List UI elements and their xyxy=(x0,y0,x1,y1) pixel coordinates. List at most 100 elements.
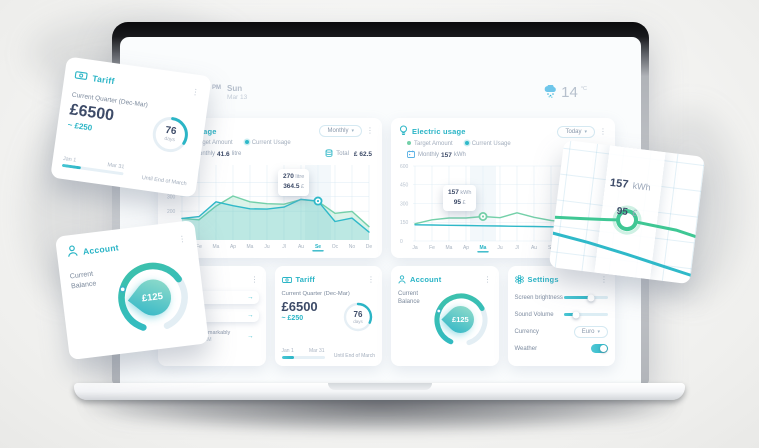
account-menu[interactable]: ⋮ xyxy=(483,274,492,284)
svg-text:Ja: Ja xyxy=(412,245,418,251)
day-label: Sun xyxy=(227,84,243,93)
balance-value: £125 xyxy=(451,315,469,324)
account-card: Account ⋮ Current Balance xyxy=(391,266,499,366)
days-ring: 76 days xyxy=(147,111,194,158)
currency-label: Currency xyxy=(514,328,539,335)
water-card-title: usage xyxy=(194,126,217,136)
legend-target[interactable]: Target Amount xyxy=(407,141,453,147)
calendar-icon xyxy=(407,150,415,160)
banknote-icon xyxy=(281,271,292,289)
weather-label: Weather xyxy=(514,345,538,352)
coins-icon xyxy=(325,149,333,159)
notifications-menu[interactable]: ⋮ xyxy=(250,274,259,284)
banknote-icon xyxy=(73,67,88,87)
period-end: Mar 31 xyxy=(106,162,125,171)
person-icon xyxy=(398,271,406,289)
days-label: days xyxy=(353,318,363,324)
arrow-right-icon[interactable]: → xyxy=(247,312,254,319)
dashboard-header: 21 PM Sun Mar 13 xyxy=(158,81,615,113)
date-label: Mar 13 xyxy=(227,93,248,101)
legend-current[interactable]: Current Usage xyxy=(464,141,511,147)
svg-text:Au: Au xyxy=(298,244,304,250)
electric-stat-unit: kWh xyxy=(453,152,466,158)
weather-toggle[interactable] xyxy=(591,344,608,353)
floating-chart-zoom-card: 157 kWh 95 £ xyxy=(548,139,706,285)
rain-cloud-icon xyxy=(543,84,558,103)
account-title: Account xyxy=(410,275,442,284)
water-stat-label: Monthly xyxy=(194,151,216,157)
zoom-chart-lines xyxy=(551,205,698,277)
person-icon xyxy=(66,243,79,262)
volume-label: Sound Volume xyxy=(514,311,554,318)
water-stat-unit: litre xyxy=(231,151,242,157)
svg-text:Ma: Ma xyxy=(480,245,487,251)
svg-text:Ju: Ju xyxy=(497,245,503,251)
svg-text:Ju: Ju xyxy=(264,244,270,250)
tariff-menu[interactable]: ⋮ xyxy=(190,87,201,98)
balance-gauge: £125 xyxy=(106,251,200,345)
tariff-subtitle: Current Quarter (Dec-Mar) xyxy=(281,291,350,297)
svg-text:600: 600 xyxy=(400,164,409,170)
tariff-title: Tariff xyxy=(295,275,315,284)
electric-card-menu[interactable]: ⋮ xyxy=(599,126,607,136)
currency-dropdown[interactable]: Euro ▾ xyxy=(573,325,608,338)
tooltip-price: 95 xyxy=(616,205,629,219)
water-total-value: £ 62.5 xyxy=(353,150,372,158)
tooltip-value: 157 xyxy=(609,176,629,191)
balance-value: £125 xyxy=(141,290,165,305)
electric-card-title: Electric usage xyxy=(412,127,466,136)
days-ring: 76 days xyxy=(341,300,375,334)
water-range-dropdown[interactable]: Monthly ▾ xyxy=(319,125,362,137)
period-end: Mar 31 xyxy=(308,348,325,354)
bottom-cards-row: ⋮ se solicitude → change man → dulgence … xyxy=(158,266,615,366)
period-progressbar xyxy=(281,356,325,359)
electric-stat-value: 157 xyxy=(441,151,452,159)
svg-text:200: 200 xyxy=(167,209,176,215)
electric-range-dropdown[interactable]: Today ▾ xyxy=(557,125,595,138)
tariff-menu[interactable]: ⋮ xyxy=(367,274,375,284)
tariff-title: Tariff xyxy=(91,73,116,87)
svg-text:Ap: Ap xyxy=(463,245,469,251)
tariff-footnote: Until End of March xyxy=(141,175,187,188)
svg-text:Fe: Fe xyxy=(196,244,202,250)
svg-text:150: 150 xyxy=(400,220,409,226)
arrow-right-icon[interactable]: → xyxy=(247,333,254,340)
svg-text:Au: Au xyxy=(531,245,537,251)
water-chart[interactable]: 200300400JaFeMaApMaJuJlAuSeOcNoDe270 lit… xyxy=(166,160,374,257)
gear-icon xyxy=(514,271,524,289)
svg-text:Jl: Jl xyxy=(515,245,519,251)
laptop-base-notch xyxy=(327,383,432,390)
svg-text:Fe: Fe xyxy=(429,245,435,251)
bulb-icon xyxy=(399,123,408,141)
svg-text:Ma: Ma xyxy=(213,244,220,250)
svg-text:Ma: Ma xyxy=(446,245,453,251)
volume-slider[interactable] xyxy=(564,311,608,318)
chevron-down-icon: ▾ xyxy=(351,128,354,134)
days-label: days xyxy=(163,135,176,144)
settings-title: Settings xyxy=(527,275,559,284)
tooltip-currency: £ xyxy=(631,207,638,219)
svg-text:No: No xyxy=(349,244,356,250)
chevron-down-icon: ▾ xyxy=(597,328,600,335)
floating-account-card: Account ⋮ Current Balance £125 xyxy=(54,219,210,361)
laptop-floor-shadow xyxy=(84,394,676,434)
legend-current[interactable]: Current Usage xyxy=(244,140,291,146)
tariff-footnote: Until End of March xyxy=(333,353,375,359)
legend-target[interactable]: Target Amount xyxy=(194,140,233,146)
svg-text:De: De xyxy=(366,244,373,250)
account-menu[interactable]: ⋮ xyxy=(177,234,187,244)
svg-text:300: 300 xyxy=(167,195,176,201)
svg-text:Ma: Ma xyxy=(247,244,254,250)
floating-tariff-card: Tariff ⋮ Current Quarter (Dec-Mar) £6500… xyxy=(50,56,212,198)
balance-gauge: £125 xyxy=(429,288,493,352)
period-start: Jan 1 xyxy=(281,348,294,354)
svg-text:300: 300 xyxy=(400,201,409,207)
brightness-slider[interactable] xyxy=(564,294,608,301)
laptop-base xyxy=(74,383,685,400)
water-card-menu[interactable]: ⋮ xyxy=(366,126,374,135)
arrow-right-icon[interactable]: → xyxy=(247,294,254,301)
tooltip-unit: kWh xyxy=(632,180,652,193)
tariff-amount: £6500 xyxy=(281,299,318,314)
settings-menu[interactable]: ⋮ xyxy=(600,274,608,284)
